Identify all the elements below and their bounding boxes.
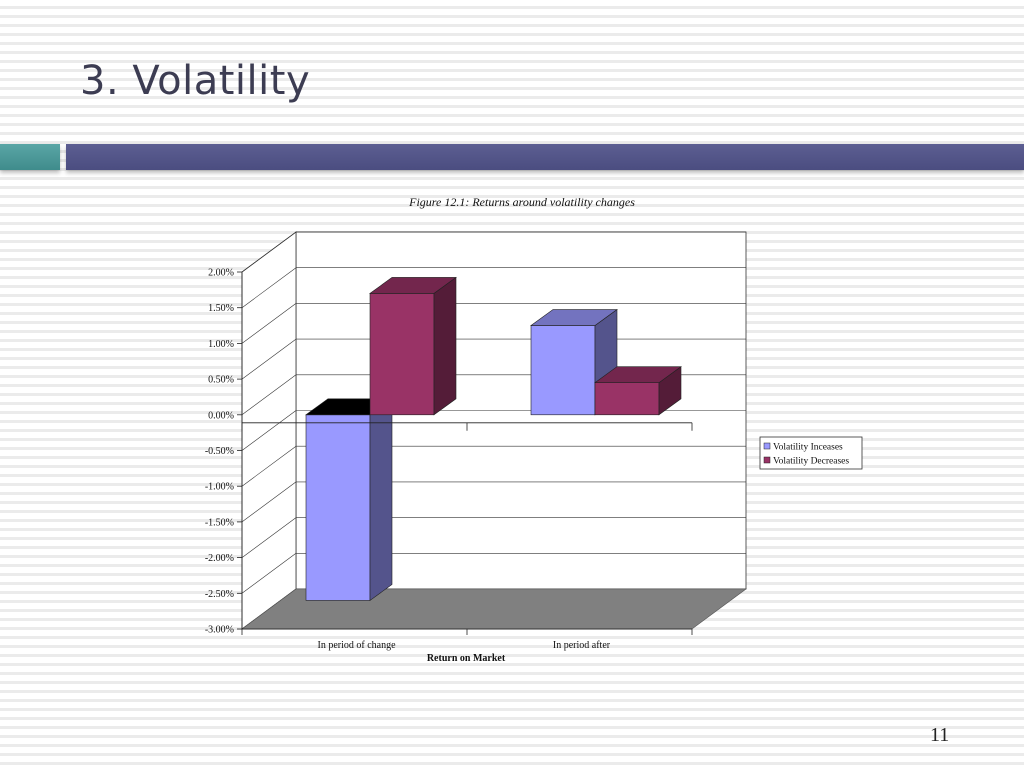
- gridline-side: [241, 338, 297, 380]
- chart-title: Figure 12.1: Returns around volatility c…: [408, 195, 635, 209]
- y-tick-label: 1.00%: [208, 339, 234, 350]
- bar-front: [594, 382, 660, 416]
- bar-top: [369, 277, 457, 294]
- bar-top: [594, 366, 682, 383]
- x-category-label: In period of change: [317, 640, 396, 651]
- slide-number: 11: [930, 724, 950, 746]
- y-axis-ticks: 2.00% 1.50% 1.00% 0.50% 0.00% -0.50% -1.00% -1.…: [205, 268, 242, 636]
- bar-decrease-2: [594, 366, 682, 416]
- gridline-side: [241, 445, 297, 487]
- header-accent-navy: [66, 144, 1024, 170]
- header-accent-teal: [0, 144, 60, 170]
- bar-side: [433, 276, 457, 416]
- y-tick-label: -2.00%: [205, 553, 234, 564]
- gridline-side: [241, 374, 297, 416]
- x-axis-title: Return on Market: [427, 653, 506, 664]
- gridline-side: [241, 517, 297, 558]
- gridline-side: [241, 231, 297, 273]
- y-tick-label: -1.50%: [205, 517, 234, 528]
- y-tick-label: -3.00%: [205, 625, 234, 636]
- bar-decrease-1: [369, 276, 457, 416]
- legend-box: [759, 436, 863, 470]
- gridline-side: [241, 303, 297, 344]
- y-tick-label: 2.00%: [208, 268, 234, 279]
- chart-legend: Volatility Inceases Volatility Decreases: [759, 436, 863, 470]
- gridline-side: [241, 267, 297, 308]
- y-tick-label: 0.00%: [208, 410, 234, 421]
- bar-increase-1: [305, 398, 393, 602]
- y-tick-label: -0.50%: [205, 446, 234, 457]
- y-tick-label: 1.50%: [208, 303, 234, 314]
- gridline-side: [241, 553, 297, 594]
- y-tick-label: -2.50%: [205, 589, 234, 600]
- slide-title: 3. Volatility: [80, 58, 311, 104]
- x-axis-categories: In period of change In period after: [317, 640, 610, 651]
- legend-swatch: [763, 442, 771, 450]
- legend-label: Volatility Decreases: [773, 457, 849, 467]
- gridline-side: [241, 410, 297, 451]
- bar-top: [530, 309, 618, 326]
- gridline-side: [241, 481, 297, 523]
- legend-swatch: [763, 456, 771, 464]
- y-tick-label: 0.50%: [208, 375, 234, 386]
- bar-front: [369, 293, 435, 416]
- x-category-label: In period after: [553, 640, 611, 651]
- y-tick-label: -1.00%: [205, 482, 234, 493]
- bar-front: [530, 325, 596, 416]
- chart-bars: [305, 276, 682, 602]
- bar-front: [305, 414, 371, 601]
- bar-side: [369, 398, 393, 602]
- legend-label: Volatility Inceases: [773, 443, 843, 453]
